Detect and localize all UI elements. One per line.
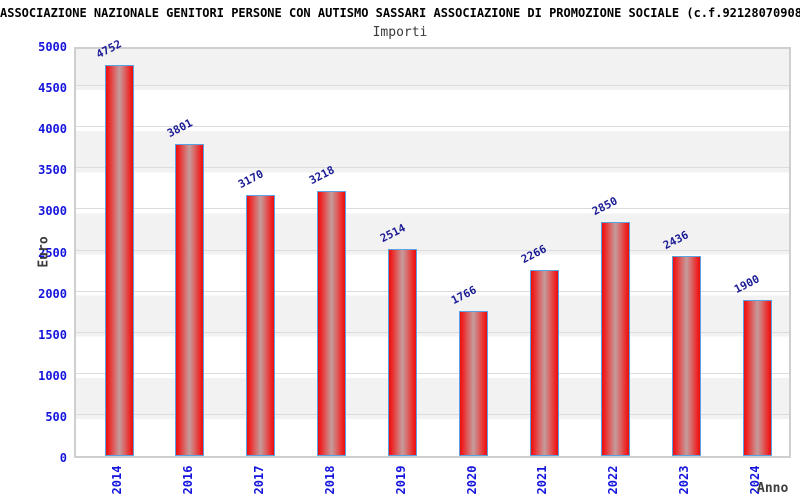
bar-value-label: 3170: [235, 167, 266, 192]
y-tick-label: 3500: [38, 163, 67, 178]
x-tick-label: 2020: [464, 465, 479, 495]
y-tick-label: 500: [45, 409, 67, 424]
gridline: [76, 331, 789, 333]
x-tick-label: 2022: [606, 465, 621, 495]
bar-value-label: 1766: [448, 283, 479, 307]
bar-value-label: 1900: [732, 272, 762, 296]
x-tick-label: 2023: [677, 465, 692, 495]
bar: [742, 299, 772, 456]
bar: [600, 221, 630, 456]
bar: [317, 191, 347, 456]
bar-value-label: 2850: [590, 194, 620, 218]
gridline: [76, 372, 789, 374]
x-tick-label: 2016: [180, 465, 195, 495]
x-axis-label: Anno: [757, 481, 789, 496]
y-tick-label: 2000: [38, 286, 67, 301]
gridline: [76, 208, 789, 210]
bar-value-label: 4752: [94, 37, 124, 62]
x-tick-label: 2014: [110, 465, 124, 495]
bar: [104, 65, 134, 456]
y-tick-label: 4500: [38, 81, 67, 96]
gridline: [76, 249, 789, 251]
y-tick-label: 0: [59, 451, 67, 465]
bar: [671, 255, 701, 456]
x-tick-label: 2017: [251, 465, 266, 495]
chart-title: ASSOCIAZIONE NAZIONALE GENITORI PERSONE …: [0, 6, 800, 20]
y-tick-label: 2500: [38, 245, 67, 260]
x-tick-label: 2021: [535, 465, 550, 495]
bar: [529, 269, 559, 456]
gridline: [76, 413, 789, 415]
chart-subtitle: Importi: [372, 25, 428, 40]
y-tick-label: 1500: [38, 327, 67, 342]
y-axis-label: Euro: [36, 236, 52, 268]
gridline: [76, 167, 789, 169]
bar: [246, 195, 276, 456]
x-tick-label: 2018: [322, 465, 337, 495]
y-tick-label: 3000: [38, 204, 67, 219]
bar-value-label: 2436: [661, 228, 691, 252]
bar: [459, 310, 488, 456]
y-tick-label: 4000: [38, 122, 67, 137]
bar: [175, 143, 205, 456]
bar-value-label: 2514: [377, 221, 408, 246]
bar: [388, 249, 418, 456]
gridline: [76, 126, 789, 128]
gridline: [76, 290, 789, 292]
y-tick-label: 5000: [38, 40, 67, 54]
x-tick-label: 2019: [393, 465, 408, 495]
plot-area: 4752 3801 3170 3218 2514 1766 2266 2850 2436 1900: [74, 38, 791, 458]
bar-value-label: 2266: [519, 242, 550, 266]
bar-value-label: 3801: [164, 115, 195, 140]
gridline: [76, 85, 789, 87]
y-tick-label: 1000: [38, 368, 67, 383]
